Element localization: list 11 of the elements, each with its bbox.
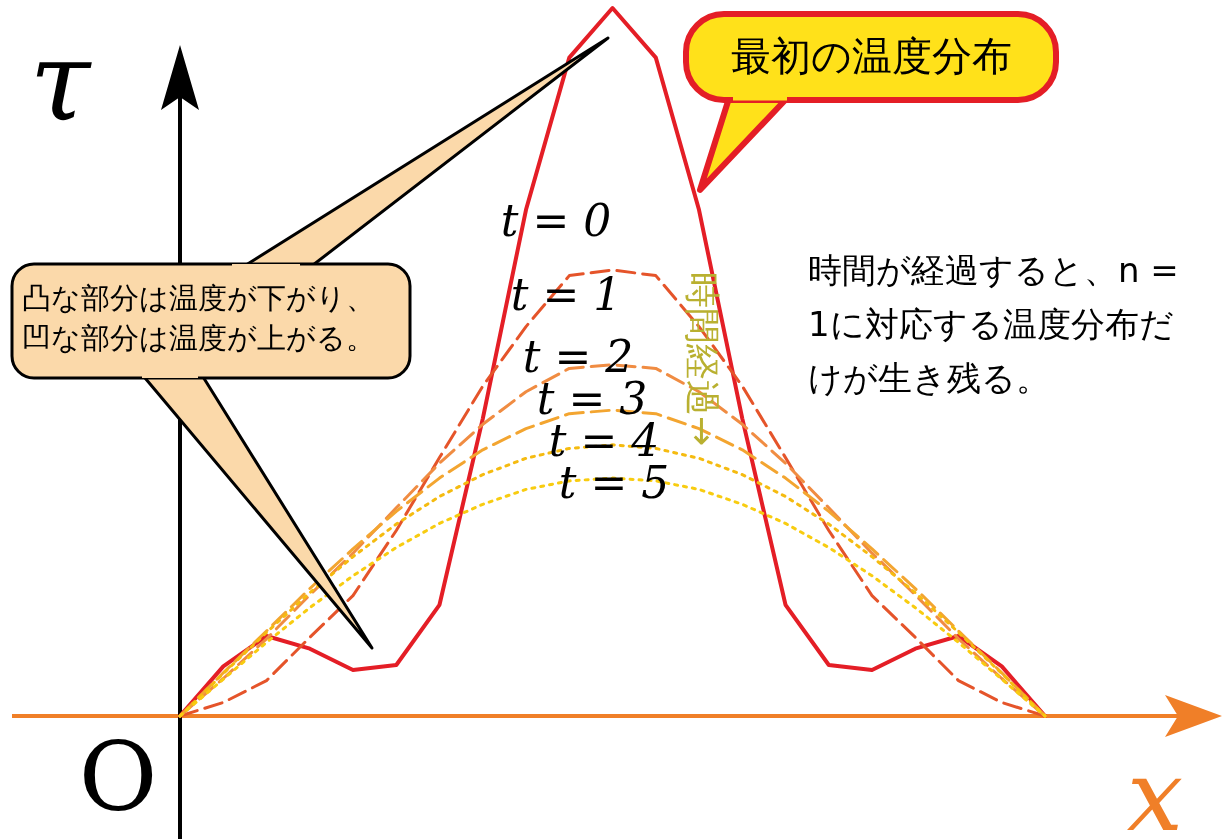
series-label: t = 5 [558,457,670,508]
y-axis-title: τ [29,18,93,146]
x-axis-title: x [1126,737,1184,839]
annotation: 時間が経過すると、n = 1に対応する温度分布だけが生き残る。 [808,250,1190,398]
series-label: t = 0 [500,195,612,246]
annotation: 最初の温度分布 [730,33,1012,79]
annotation: 時間経過→ [682,272,723,447]
series-label: t = 1 [510,269,622,320]
annotation: 凸な部分は温度が下がり、凹な部分は温度が上がる。 [22,281,375,355]
text: O [78,721,158,833]
series-label: t = 3 [536,373,648,424]
